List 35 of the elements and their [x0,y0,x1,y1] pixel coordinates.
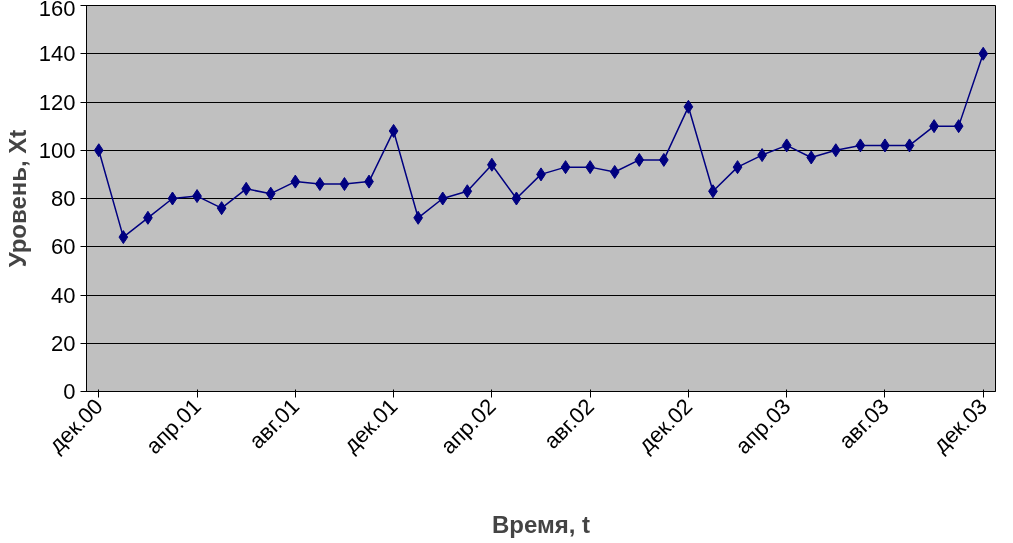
point [953,119,964,134]
y-tick-label: 0 [63,379,76,404]
point [290,174,301,189]
point [806,150,817,165]
point [978,46,989,61]
y-tick-label: 120 [38,89,76,115]
point [241,181,252,196]
point [609,164,620,179]
y-tick-label: 20 [51,330,76,356]
point [855,138,866,153]
point [462,184,473,199]
y-tick-label: 140 [38,41,76,67]
point [167,191,178,206]
point [265,186,276,201]
y-tick-label: 160 [38,0,76,21]
y-tick-label: 80 [51,186,76,211]
point [732,160,743,175]
point [118,230,129,245]
y-tick-label: 60 [51,234,76,260]
point [683,99,694,114]
point [634,152,645,167]
point [216,201,227,216]
y-tick-label: 100 [38,137,76,163]
point [511,191,522,206]
point [437,191,448,206]
point [781,138,792,153]
y-axis-title: Уровень, Xt [3,129,31,268]
x-axis-title: Время, t [491,510,591,538]
point [339,177,350,192]
point [388,123,399,138]
y-tick-label: 40 [51,282,76,308]
point [93,143,104,158]
point [830,143,841,158]
point [904,138,915,153]
point [560,160,571,175]
